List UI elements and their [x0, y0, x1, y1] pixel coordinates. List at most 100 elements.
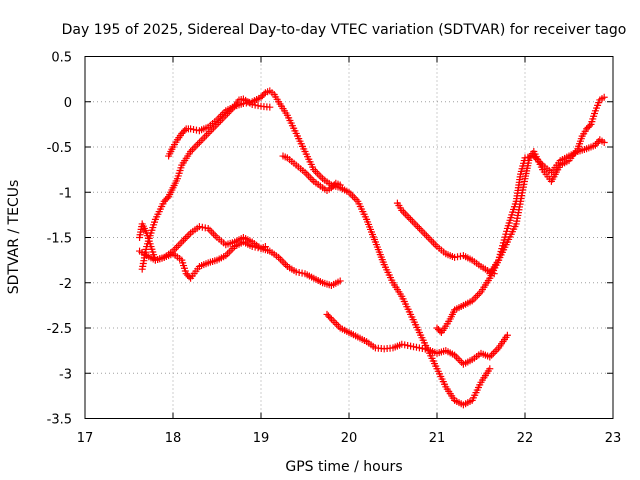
data-point — [418, 345, 426, 353]
series-trace-7 — [393, 199, 498, 278]
data-point — [176, 240, 184, 248]
data-point — [586, 122, 594, 130]
data-point — [407, 215, 415, 223]
data-point — [282, 261, 290, 269]
data-point — [227, 246, 235, 254]
series-trace-8 — [433, 136, 608, 337]
y-axis-title: SDTVAR / TECUs — [6, 180, 22, 295]
x-tick-label: 20 — [341, 431, 358, 446]
data-point — [333, 320, 341, 328]
data-point — [331, 319, 339, 327]
data-point — [421, 230, 429, 238]
data-point — [436, 327, 444, 335]
data-point — [308, 176, 316, 184]
data-point — [276, 255, 284, 263]
data-point — [424, 234, 432, 241]
data-point — [181, 126, 189, 134]
data-point — [211, 232, 219, 240]
data-point — [472, 293, 480, 301]
data-point — [192, 142, 200, 150]
data-point — [415, 224, 423, 232]
series-trace-6 — [323, 310, 511, 368]
data-point — [163, 194, 171, 202]
x-tick-label: 17 — [77, 431, 94, 446]
data-point — [194, 140, 202, 148]
grid-lines — [85, 56, 613, 419]
data-point — [199, 135, 207, 143]
y-tick-label: -1.5 — [47, 232, 72, 247]
data-point — [198, 223, 206, 231]
data-point — [488, 351, 496, 359]
data-point — [458, 358, 466, 366]
data-point — [600, 93, 608, 101]
y-tick-label: -2 — [59, 277, 72, 292]
data-point — [329, 317, 337, 325]
chart-title: Day 195 of 2025, Sidereal Day-to-day VTE… — [62, 22, 627, 38]
data-marks — [136, 87, 608, 409]
data-point — [295, 268, 303, 276]
data-point — [336, 277, 344, 285]
data-point — [185, 231, 193, 239]
data-point — [306, 174, 314, 182]
data-point — [242, 99, 250, 107]
data-point — [190, 144, 198, 152]
data-point — [171, 245, 179, 253]
x-tick-label: 22 — [517, 431, 534, 446]
data-point — [174, 242, 182, 250]
data-point — [422, 232, 430, 240]
data-point — [400, 208, 408, 216]
y-tick-label: -1 — [59, 186, 72, 201]
x-tick-label: 23 — [605, 431, 622, 446]
y-tick-labels: 0.5 0 -0.5 -1 -1.5 -2 -2.5 -3 -3.5 — [47, 51, 72, 428]
data-point — [202, 131, 210, 139]
x-axis-title: GPS time / hours — [285, 459, 402, 475]
data-point — [405, 214, 413, 222]
series-trace-1 — [138, 95, 274, 273]
data-point — [313, 169, 321, 177]
data-point — [195, 138, 203, 146]
series-trace-4 — [136, 220, 269, 282]
data-point — [261, 243, 269, 251]
data-point — [183, 233, 191, 241]
data-point — [491, 348, 499, 356]
x-tick-labels: 17 18 19 20 21 22 23 — [77, 431, 622, 446]
data-point — [197, 137, 205, 145]
data-point — [408, 217, 416, 225]
data-point — [190, 126, 198, 134]
y-tick-label: 0 — [64, 96, 72, 111]
data-point — [208, 228, 216, 236]
data-point — [317, 173, 325, 181]
data-point — [206, 128, 214, 136]
data-point — [173, 243, 181, 251]
data-point — [181, 234, 189, 242]
y-tick-label: -3.5 — [47, 413, 72, 428]
series-trace-2 — [165, 87, 494, 409]
data-point — [600, 138, 608, 146]
data-point — [280, 259, 288, 267]
x-tick-label: 21 — [429, 431, 446, 446]
data-point — [417, 226, 425, 234]
plot-frame — [84, 56, 614, 419]
data-point — [454, 253, 462, 261]
data-point — [473, 291, 481, 299]
data-point — [426, 235, 434, 243]
data-point — [185, 273, 193, 281]
data-point — [251, 243, 259, 251]
data-point — [349, 192, 357, 200]
data-point — [260, 90, 268, 98]
y-tick-label: -3 — [59, 367, 72, 382]
series-trace-5 — [279, 152, 344, 194]
data-point — [305, 172, 313, 180]
data-point — [428, 237, 436, 245]
data-point — [486, 365, 494, 373]
data-point — [326, 313, 334, 321]
data-point — [350, 194, 358, 202]
data-point — [266, 103, 274, 111]
x-tick-label: 19 — [253, 431, 270, 446]
data-point — [410, 219, 418, 227]
data-point — [209, 230, 217, 238]
data-point — [330, 181, 338, 189]
data-point — [454, 355, 462, 363]
data-point — [431, 241, 439, 249]
